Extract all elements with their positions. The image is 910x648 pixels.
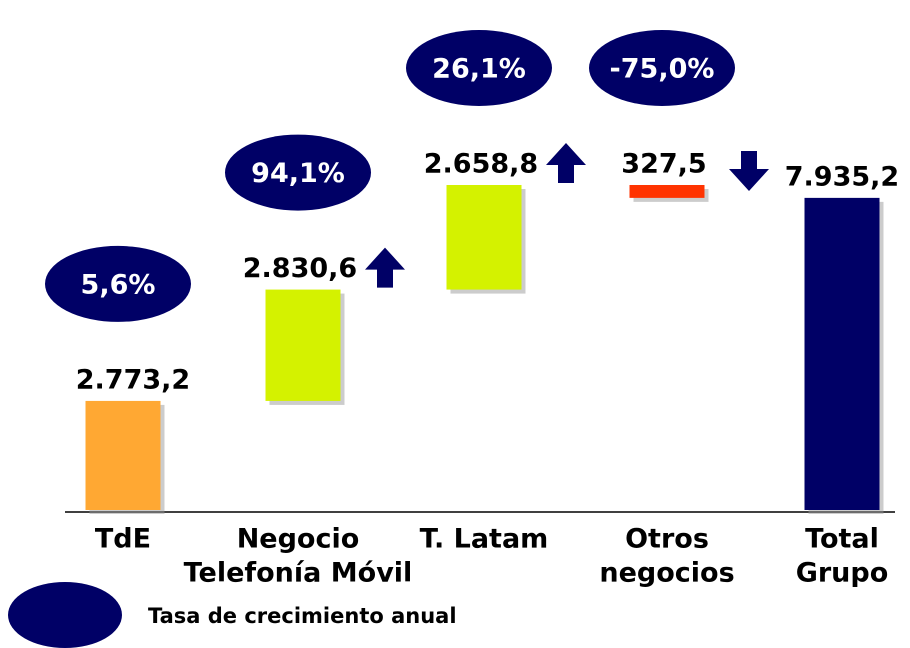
value-label: 327,5	[621, 149, 706, 180]
growth-label: 94,1%	[251, 158, 345, 189]
bar	[446, 185, 522, 290]
growth-bubble	[406, 30, 552, 106]
growth-arrow	[729, 151, 769, 191]
x-tick-label: TdE	[95, 524, 151, 555]
bar	[265, 289, 341, 401]
value-label: 2.830,6	[243, 253, 357, 284]
x-tick-label: T. Latam	[420, 524, 549, 555]
growth-bubble	[45, 245, 191, 322]
bar	[85, 400, 161, 510]
x-tick-label: Negocio	[237, 524, 360, 555]
x-tick-label: Telefonía Móvil	[184, 558, 413, 589]
value-label: 7.935,2	[785, 161, 899, 192]
growth-bubble	[589, 30, 735, 106]
bar	[804, 197, 880, 510]
legend-label: Tasa de crecimiento anual	[148, 604, 457, 628]
bar	[629, 185, 705, 198]
x-tick-label: Grupo	[796, 558, 889, 589]
growth-arrow	[546, 143, 586, 183]
x-tick-label: Otros	[625, 524, 709, 555]
legend-swatch	[8, 582, 122, 648]
x-tick-label: negocios	[599, 558, 734, 589]
growth-label: 5,6%	[81, 269, 156, 300]
growth-bubble	[225, 134, 371, 211]
growth-label: -75,0%	[610, 54, 715, 85]
x-tick-label: Total	[805, 524, 879, 555]
value-label: 2.773,2	[76, 364, 190, 395]
growth-label: 26,1%	[432, 54, 526, 85]
growth-arrow	[365, 247, 405, 288]
value-label: 2.658,8	[424, 149, 538, 180]
